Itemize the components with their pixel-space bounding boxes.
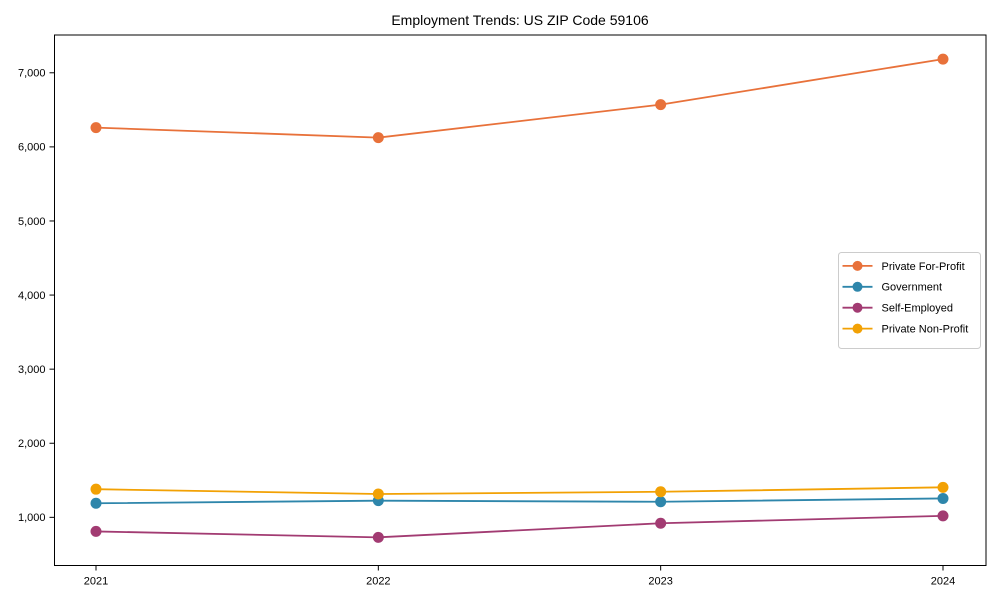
data-point-private-for-profit (372, 132, 384, 144)
data-point-private-non-profit (655, 486, 667, 498)
data-point-self-employed (372, 531, 384, 543)
legend-item-label-private-non-profit: Private Non-Profit (882, 323, 969, 335)
x-axis-tick-label: 2022 (366, 576, 390, 588)
data-point-private-for-profit (655, 99, 667, 111)
y-axis-tick-label: 5,000 (18, 216, 46, 228)
x-axis-tick-label: 2021 (84, 576, 108, 588)
legend-item-label-government: Government (882, 282, 943, 294)
x-axis-tick-label: 2024 (931, 576, 955, 588)
legend-marker-icon-government (852, 281, 863, 292)
series-line-self-employed (95, 514, 944, 539)
legend-marker-icon-self-employed (852, 302, 863, 313)
data-point-private-non-profit (372, 488, 384, 500)
y-axis-tick-label: 2,000 (18, 438, 46, 450)
legend-marker-icon-private-for-profit (852, 260, 863, 271)
legend-marker-icon-private-non-profit (852, 323, 863, 334)
data-point-self-employed (655, 517, 667, 529)
x-axis-tick-label: 2023 (648, 576, 672, 588)
series-line-government (95, 497, 944, 505)
y-axis-tick-label: 1,000 (18, 512, 46, 524)
data-point-government (937, 492, 949, 504)
legend-item-label-private-for-profit: Private For-Profit (882, 261, 965, 273)
data-point-government (90, 497, 102, 509)
data-point-private-for-profit (90, 122, 102, 134)
y-axis-tick-label: 7,000 (18, 68, 46, 80)
data-point-self-employed (90, 525, 102, 537)
legend-box (838, 252, 981, 349)
series-line-private-for-profit (95, 58, 944, 139)
data-point-private-for-profit (937, 53, 949, 65)
data-point-private-non-profit (90, 483, 102, 495)
chart-title: Employment Trends: US ZIP Code 59106 (391, 12, 649, 28)
data-point-government (655, 496, 667, 508)
y-axis-tick-label: 3,000 (18, 364, 46, 376)
legend-item-label-self-employed: Self-Employed (882, 303, 954, 315)
plot-area (54, 34, 987, 566)
y-axis-tick-label: 6,000 (18, 142, 46, 154)
series-line-private-non-profit (95, 486, 944, 495)
data-point-self-employed (937, 510, 949, 522)
y-axis-tick-label: 4,000 (18, 290, 46, 302)
data-point-private-non-profit (937, 481, 949, 493)
